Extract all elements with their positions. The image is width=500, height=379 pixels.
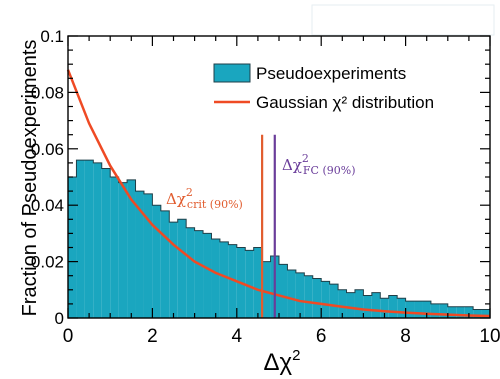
histogram-bar [262,261,271,318]
y-tick-label: 0.08 [31,83,64,102]
histogram-bar [118,182,128,318]
axis-tick-labels: 0 2 4 6 8 10 0 0.02 0.04 0.06 0.08 0.1 [31,27,500,347]
histogram-bar [439,303,448,318]
histogram-bar [287,270,296,318]
top-right-placeholder-box [311,4,495,36]
gaussian-curve [66,69,491,318]
histogram-bar [152,205,161,318]
histogram-bar [253,247,263,318]
histogram-bar [371,292,381,318]
histogram-bar [169,222,178,318]
histogram-bar [456,306,465,318]
y-axis-label: Fraction of Pseudoexperiments [19,40,41,317]
histogram-bar [481,309,490,318]
histogram-bar [430,303,440,318]
histogram-bar [245,250,254,318]
histogram-bar [101,168,111,318]
x-tick-label: 0 [63,326,74,347]
legend-label-pseudoexperiments: Pseudoexperiments [256,64,406,83]
histogram-bar [110,177,119,318]
histogram-bar [203,233,212,318]
histogram-bar [405,301,415,318]
histogram-bar [211,239,220,318]
histogram-bar [93,162,102,318]
legend-swatch-pseudoexperiments [213,63,251,83]
x-axis-label: Δχ2 [264,347,301,376]
legend: Pseudoexperiments Gaussian χ² distributi… [213,63,434,112]
histogram-bar [354,289,364,318]
x-tick-label: 8 [400,326,411,347]
histogram-bar [84,160,94,318]
histogram-bar [279,264,288,318]
histogram-bar [295,272,305,318]
y-tick-label: 0.06 [31,140,64,159]
histogram-bar [380,298,389,318]
histogram-bar [363,295,372,318]
x-tick-label: 4 [232,326,243,347]
y-tick-label: 0 [55,309,64,328]
histogram-bar [177,219,187,318]
crit-label: Δχ2 crit (90%) [166,186,243,211]
x-tick-label: 10 [479,326,500,347]
x-tick-label: 6 [316,326,327,347]
histogram-outline [67,159,491,318]
histogram-bar [186,227,195,318]
histogram-bar [143,193,153,318]
legend-label-gaussian: Gaussian χ² distribution [256,93,434,112]
gaussian-curve-layer [66,69,491,318]
histogram-bar [338,289,347,318]
histogram-bar [422,301,431,318]
histogram-bar [414,301,423,318]
histogram-bar [312,278,322,318]
histogram-bar [464,306,474,318]
y-tick-label: 0.1 [40,27,64,46]
y-tick-label: 0.02 [31,253,64,272]
y-tick-label: 0.04 [31,196,64,215]
vertical-lines-layer [261,134,276,318]
axis-ticks [67,35,491,319]
histogram-bar [76,160,85,318]
histogram-bar [388,295,398,318]
histogram-bar [397,298,406,318]
histogram-bar [321,281,330,318]
histogram-bar [304,275,313,318]
histogram-bar [447,306,457,318]
histogram-bar [135,191,144,318]
histogram-bar [160,210,170,318]
histogram-bar [219,241,229,318]
histogram-bar [127,179,136,318]
histogram-bar [329,284,339,318]
histogram-bar [228,244,237,318]
fc-label: Δχ2 FC (90%) [282,152,356,177]
histogram-bar [194,230,204,318]
histogram-bar [346,292,355,318]
x-tick-label: 2 [147,326,158,347]
histogram-bar [473,309,482,318]
